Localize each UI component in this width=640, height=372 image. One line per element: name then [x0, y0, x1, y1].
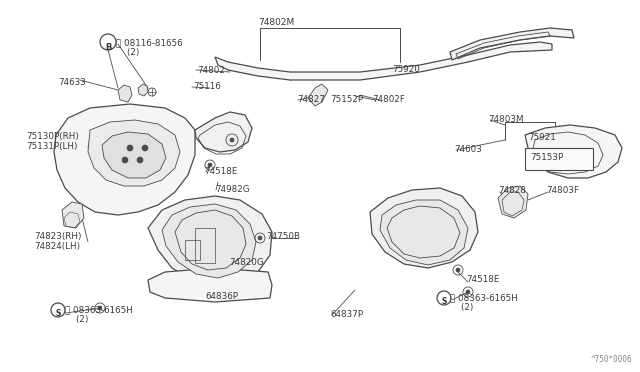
Text: 74803M: 74803M: [488, 115, 524, 124]
Text: 75153P: 75153P: [530, 153, 563, 162]
Circle shape: [142, 145, 148, 151]
Text: 74823(RH)
74824(LH): 74823(RH) 74824(LH): [34, 232, 81, 251]
Circle shape: [127, 145, 133, 151]
Polygon shape: [102, 132, 166, 178]
Circle shape: [98, 306, 102, 310]
Text: 74982G: 74982G: [215, 185, 250, 194]
Circle shape: [230, 138, 234, 142]
Polygon shape: [525, 125, 622, 178]
Text: 74633: 74633: [58, 78, 86, 87]
Text: 75152P: 75152P: [330, 95, 363, 104]
Circle shape: [122, 157, 128, 163]
Text: 74827: 74827: [297, 95, 325, 104]
Text: 74518E: 74518E: [204, 167, 237, 176]
Text: Ⓢ 08363-6165H
    (2): Ⓢ 08363-6165H (2): [450, 293, 518, 312]
Polygon shape: [195, 112, 252, 152]
Polygon shape: [148, 268, 272, 302]
Text: 75130P(RH)
75131P(LH): 75130P(RH) 75131P(LH): [26, 132, 79, 151]
Text: 74802M: 74802M: [258, 18, 294, 27]
Text: 74750B: 74750B: [266, 232, 300, 241]
Polygon shape: [162, 204, 256, 278]
Polygon shape: [498, 186, 528, 218]
Polygon shape: [138, 84, 148, 96]
Polygon shape: [215, 42, 552, 80]
Circle shape: [137, 157, 143, 163]
Polygon shape: [118, 85, 132, 102]
Text: 74802F: 74802F: [372, 95, 405, 104]
Polygon shape: [54, 104, 195, 215]
Circle shape: [208, 163, 212, 167]
Polygon shape: [88, 120, 180, 186]
Text: S: S: [442, 298, 447, 307]
Text: 75921: 75921: [528, 133, 556, 142]
Text: 64836P: 64836P: [205, 292, 238, 301]
Text: 74518E: 74518E: [466, 275, 499, 284]
Text: Ⓢ 08363-6165H
    (2): Ⓢ 08363-6165H (2): [65, 305, 133, 324]
Polygon shape: [450, 28, 574, 60]
Polygon shape: [380, 200, 468, 265]
Text: 74803F: 74803F: [546, 186, 579, 195]
Text: 75116: 75116: [193, 82, 221, 91]
Polygon shape: [370, 188, 478, 268]
Text: 64837P: 64837P: [330, 310, 363, 319]
Circle shape: [100, 34, 116, 50]
Text: 74828: 74828: [498, 186, 526, 195]
Text: 74603: 74603: [454, 145, 482, 154]
Circle shape: [456, 268, 460, 272]
Text: Ⓑ 08116-81656
    (2): Ⓑ 08116-81656 (2): [116, 38, 182, 57]
Text: 74802: 74802: [197, 66, 225, 75]
FancyBboxPatch shape: [525, 148, 593, 170]
Polygon shape: [62, 202, 84, 228]
Circle shape: [437, 291, 451, 305]
Text: S: S: [55, 310, 61, 318]
Polygon shape: [308, 84, 328, 106]
Text: 74820G: 74820G: [229, 258, 264, 267]
Text: 75920: 75920: [392, 65, 420, 74]
Polygon shape: [148, 196, 272, 285]
Circle shape: [466, 290, 470, 294]
Text: B: B: [105, 42, 111, 51]
Circle shape: [258, 236, 262, 240]
Text: ^750*0006: ^750*0006: [590, 355, 632, 364]
Circle shape: [51, 303, 65, 317]
